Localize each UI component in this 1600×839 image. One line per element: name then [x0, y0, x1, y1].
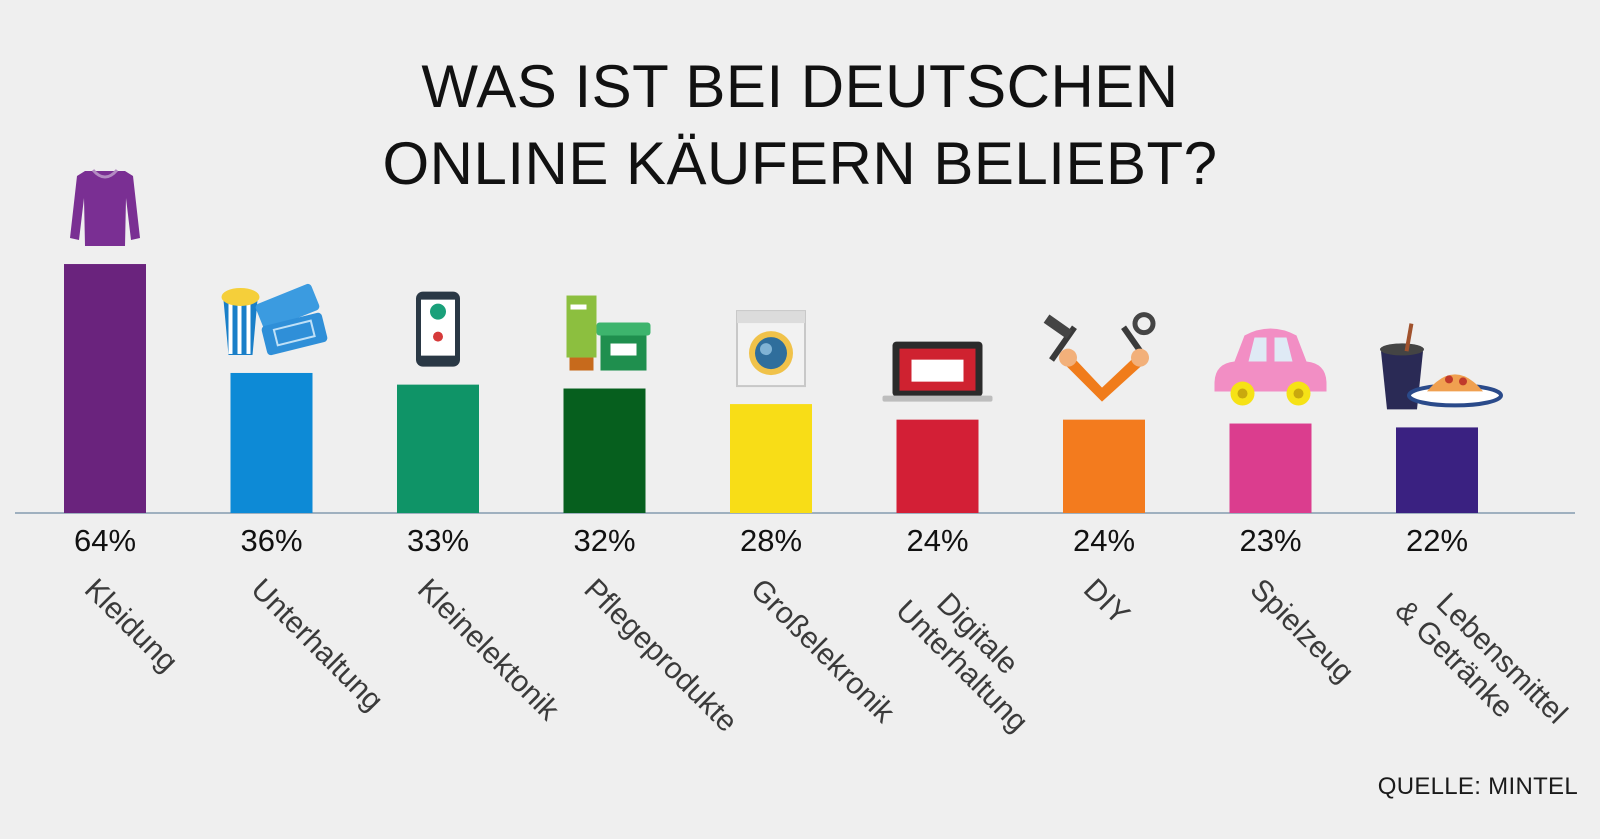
- category-label-line: Spielzeug: [1244, 573, 1361, 690]
- bar: [1063, 419, 1145, 513]
- bar: [896, 419, 979, 513]
- cosmetics-icon: [566, 295, 651, 371]
- category-label-line: DIY: [1077, 573, 1136, 632]
- category-label: Lebensmittel& Getränke: [1389, 570, 1574, 755]
- source-note: QUELLE: MINTEL: [1377, 773, 1578, 800]
- bar: [730, 404, 812, 513]
- category-label-line: Unterhaltung: [245, 573, 390, 718]
- value-label: 28%: [740, 523, 802, 558]
- value-label: 64%: [74, 523, 136, 558]
- bar: [397, 384, 479, 513]
- bar: [64, 264, 146, 513]
- value-label: 24%: [1073, 523, 1135, 558]
- category-label: Unterhaltung: [245, 573, 390, 718]
- category-label: Kleinelektonik: [411, 573, 566, 728]
- chart-title: WAS IST BEI DEUTSCHEN ONLINE KÄUFERN BEL…: [0, 48, 1600, 202]
- value-label: 36%: [240, 523, 302, 558]
- tools-icon: [1043, 312, 1156, 402]
- toy-car-icon: [1214, 328, 1327, 406]
- category-label: Großelekronik: [744, 573, 901, 730]
- value-label: 24%: [906, 523, 968, 558]
- value-label: 23%: [1239, 523, 1301, 558]
- bar: [1229, 423, 1312, 513]
- category-label: DIY: [1077, 573, 1136, 632]
- category-label: Pflegeprodukte: [578, 573, 744, 739]
- shirt-icon: [70, 169, 140, 247]
- category-label-line: Pflegeprodukte: [578, 573, 744, 739]
- value-label: 22%: [1406, 523, 1468, 558]
- laptop-icon: [882, 341, 993, 402]
- bar: [1396, 427, 1478, 513]
- category-label: Kleidung: [78, 573, 184, 679]
- category-label-line: Kleidung: [78, 573, 184, 679]
- category-label-line: Kleinelektonik: [411, 573, 566, 728]
- chart-title-line-2: ONLINE KÄUFERN BELIEBT?: [382, 130, 1218, 197]
- category-label-line: Großelekronik: [744, 573, 901, 730]
- value-label: 32%: [573, 523, 635, 558]
- food-drink-icon: [1380, 323, 1503, 410]
- bar: [563, 388, 646, 513]
- category-label: DigitaleUnterhaltung: [889, 570, 1058, 739]
- chart-title-line-1: WAS IST BEI DEUTSCHEN: [421, 53, 1179, 120]
- bar: [230, 372, 313, 513]
- category-label: Spielzeug: [1244, 573, 1361, 690]
- cinema-tickets-icon: [221, 283, 328, 356]
- washing-machine-icon: [736, 310, 806, 388]
- value-label: 33%: [407, 523, 469, 558]
- smartphone-icon: [416, 291, 460, 367]
